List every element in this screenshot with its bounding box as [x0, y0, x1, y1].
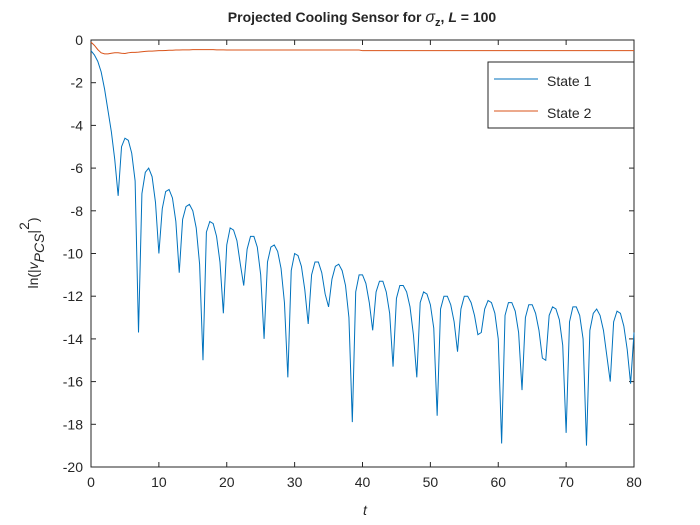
legend-label: State 1	[547, 73, 592, 89]
x-tick-label: 40	[355, 474, 371, 490]
y-tick-label: -12	[63, 288, 83, 304]
y-tick-label: -10	[63, 246, 83, 262]
y-axis-label: ln(|vPCS|2)	[16, 217, 47, 288]
x-tick-label: 80	[626, 474, 642, 490]
y-label-part: )	[25, 217, 41, 222]
x-tick-label: 10	[151, 474, 167, 490]
title-part: L	[448, 9, 457, 25]
title-part: ,	[441, 9, 449, 25]
y-tick-label: 0	[75, 32, 83, 48]
y-label-part: 2	[16, 222, 32, 230]
y-label-part: PCS	[31, 233, 47, 262]
x-tick-label: 0	[87, 474, 95, 490]
y-label-part: |	[25, 230, 41, 234]
series-line	[90, 41, 634, 55]
title-part: Projected Cooling Sensor for	[228, 9, 426, 25]
chart-title: Projected Cooling Sensor for σz, L = 100	[228, 9, 497, 29]
y-tick-label: -6	[71, 160, 84, 176]
legend	[487, 61, 635, 129]
x-tick-label: 20	[219, 474, 235, 490]
y-tick-label: -18	[63, 416, 83, 432]
y-label-part: ln(|	[25, 269, 41, 288]
y-tick-label: -16	[63, 374, 83, 390]
title-part: σ	[425, 9, 436, 26]
y-label-part: v	[25, 261, 41, 269]
y-tick-label: -20	[63, 459, 83, 475]
x-axis-label: t	[363, 502, 368, 518]
title-part: = 100	[457, 9, 497, 25]
series-line	[90, 50, 635, 446]
x-tick-label: 60	[490, 474, 506, 490]
x-tick-label: 30	[287, 474, 303, 490]
y-tick-label: -2	[71, 75, 84, 91]
x-tick-label: 70	[558, 474, 574, 490]
y-tick-label: -4	[71, 117, 84, 133]
y-tick-label: -14	[63, 331, 83, 347]
legend-label: State 2	[547, 105, 592, 121]
y-tick-label: -8	[71, 203, 84, 219]
x-tick-label: 50	[423, 474, 439, 490]
title-part: z	[435, 17, 441, 29]
